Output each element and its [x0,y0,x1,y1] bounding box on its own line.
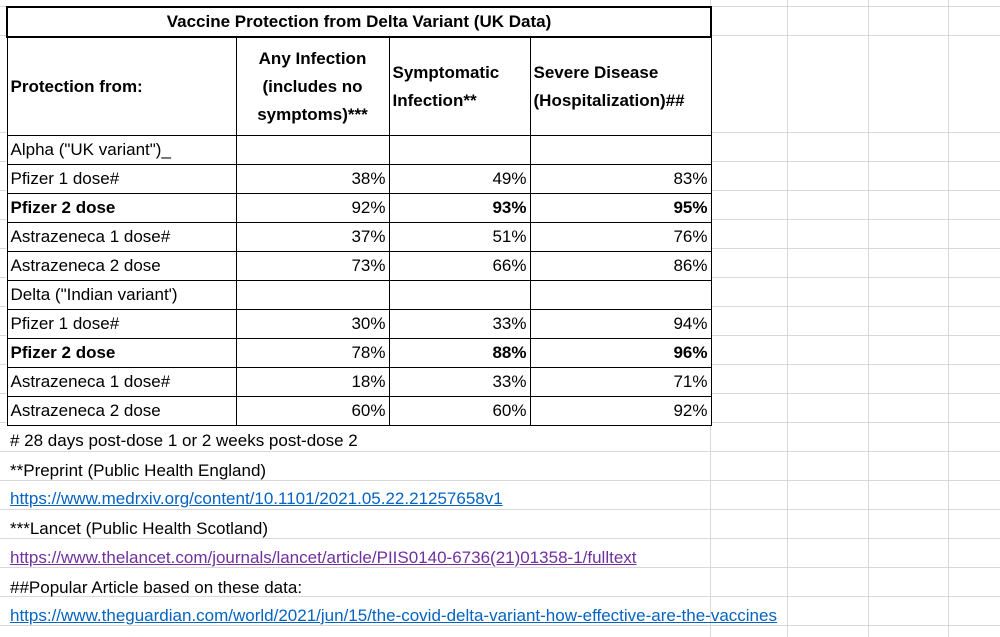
any-infection-cell[interactable]: 78% [235,338,390,368]
any-infection-cell[interactable]: 30% [235,309,390,339]
any-infection-cell[interactable]: 73% [235,251,390,281]
symptomatic-cell[interactable]: 49% [388,164,531,194]
row-label-cell[interactable]: Pfizer 1 dose# [6,164,237,194]
any-infection-cell[interactable] [235,135,390,165]
row-label-cell[interactable]: Astrazeneca 1 dose# [6,367,237,397]
severe-disease-cell[interactable]: 92% [529,396,712,426]
severe-disease-cell[interactable]: 96% [529,338,712,368]
note-popular-article[interactable]: ##Popular Article based on these data: [10,578,303,597]
severe-disease-cell[interactable]: 76% [529,222,712,252]
row-label-cell[interactable]: Pfizer 2 dose [6,338,237,368]
link-lancet[interactable]: https://www.thelancet.com/journals/lance… [10,548,637,567]
table-row: Pfizer 2 dose 92% 93% 95% [6,193,712,223]
row-label-cell[interactable]: Pfizer 2 dose [6,193,237,223]
symptomatic-cell[interactable]: 33% [388,367,531,397]
symptomatic-cell[interactable]: 66% [388,251,531,281]
header-protection-from[interactable]: Protection from: [6,36,237,136]
any-infection-cell[interactable]: 92% [235,193,390,223]
symptomatic-cell[interactable]: 51% [388,222,531,252]
row-label-cell[interactable]: Astrazeneca 1 dose# [6,222,237,252]
table-body: Alpha ("UK variant")_ Pfizer 1 dose# 38% 49… [6,135,712,426]
severe-disease-cell[interactable]: 83% [529,164,712,194]
severe-disease-cell[interactable]: 71% [529,367,712,397]
symptomatic-cell[interactable]: 88% [388,338,531,368]
row-label-cell[interactable]: Alpha ("UK variant")_ [6,135,237,165]
link-guardian[interactable]: https://www.theguardian.com/world/2021/j… [10,606,777,625]
symptomatic-cell[interactable]: 93% [388,193,531,223]
severe-disease-cell[interactable] [529,280,712,310]
note-lancet[interactable]: ***Lancet (Public Health Scotland) [10,519,268,538]
any-infection-cell[interactable]: 60% [235,396,390,426]
table-row: Astrazeneca 1 dose# 18% 33% 71% [6,367,712,397]
table-row: Pfizer 2 dose 78% 88% 96% [6,338,712,368]
table-title[interactable]: Vaccine Protection from Delta Variant (U… [6,6,712,38]
table-row: Pfizer 1 dose# 38% 49% 83% [6,164,712,194]
row-label-cell[interactable]: Delta ("Indian variant') [6,280,237,310]
symptomatic-cell[interactable]: 33% [388,309,531,339]
severe-disease-cell[interactable]: 86% [529,251,712,281]
vaccine-protection-table: Vaccine Protection from Delta Variant (U… [6,6,712,426]
any-infection-cell[interactable]: 18% [235,367,390,397]
symptomatic-cell[interactable]: 60% [388,396,531,426]
note-dose-timing[interactable]: # 28 days post-dose 1 or 2 weeks post-do… [10,431,358,450]
header-any-infection[interactable]: Any Infection (includes no symptoms)*** [235,36,390,136]
severe-disease-cell[interactable]: 95% [529,193,712,223]
table-row: Alpha ("UK variant")_ [6,135,712,165]
note-preprint[interactable]: **Preprint (Public Health England) [10,461,267,480]
any-infection-cell[interactable]: 37% [235,222,390,252]
header-severe[interactable]: Severe Disease (Hospitalization)## [529,36,712,136]
row-label-cell[interactable]: Astrazeneca 2 dose [6,251,237,281]
table-row: Delta ("Indian variant') [6,280,712,310]
symptomatic-cell[interactable] [388,135,531,165]
table-row: Astrazeneca 2 dose 60% 60% 92% [6,396,712,426]
table-row: Astrazeneca 2 dose 73% 66% 86% [6,251,712,281]
any-infection-cell[interactable] [235,280,390,310]
link-medrxiv[interactable]: https://www.medrxiv.org/content/10.1101/… [10,489,503,508]
any-infection-cell[interactable]: 38% [235,164,390,194]
table-row: Pfizer 1 dose# 30% 33% 94% [6,309,712,339]
severe-disease-cell[interactable]: 94% [529,309,712,339]
table-row: Astrazeneca 1 dose# 37% 51% 76% [6,222,712,252]
row-label-cell[interactable]: Pfizer 1 dose# [6,309,237,339]
symptomatic-cell[interactable] [388,280,531,310]
row-label-cell[interactable]: Astrazeneca 2 dose [6,396,237,426]
severe-disease-cell[interactable] [529,135,712,165]
header-symptomatic[interactable]: Symptomatic Infection** [388,36,531,136]
